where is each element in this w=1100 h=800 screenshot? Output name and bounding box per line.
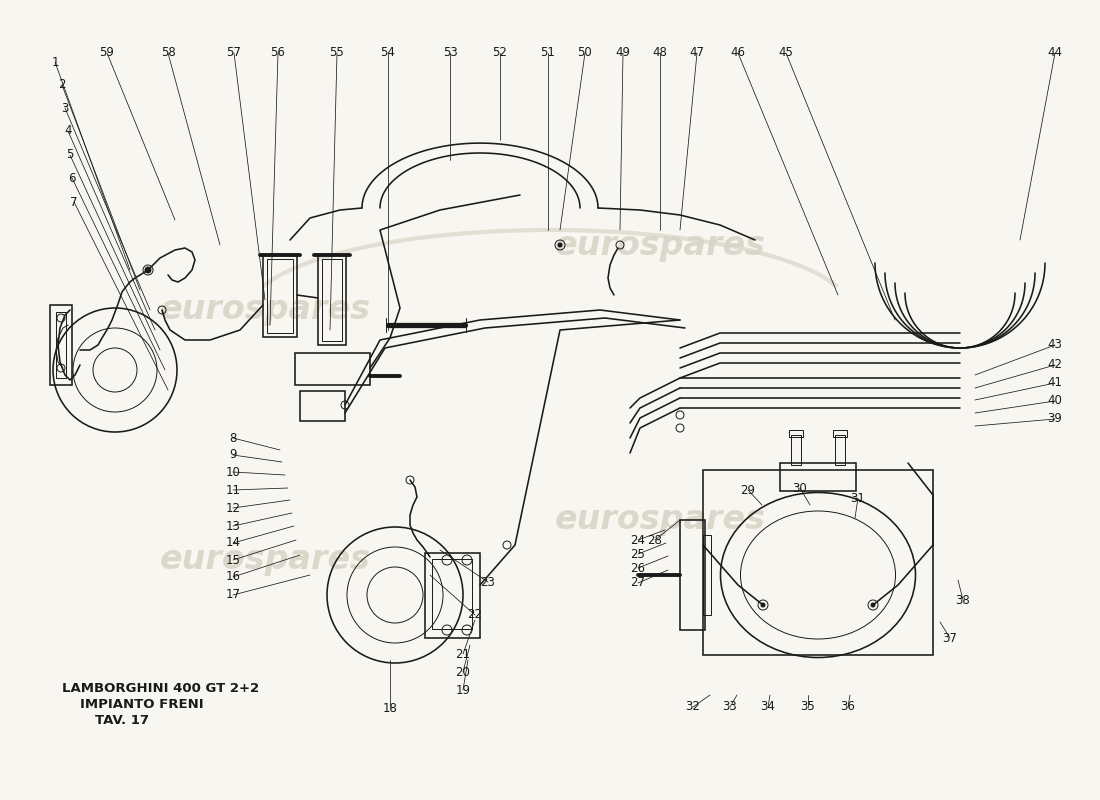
Text: 36: 36 xyxy=(840,701,856,714)
Text: 59: 59 xyxy=(100,46,114,59)
Text: 19: 19 xyxy=(455,683,471,697)
Circle shape xyxy=(761,603,764,607)
Text: 50: 50 xyxy=(578,46,593,59)
Text: 30: 30 xyxy=(793,482,807,494)
Text: 2: 2 xyxy=(58,78,66,91)
Text: 17: 17 xyxy=(226,589,241,602)
Text: IMPIANTO FRENI: IMPIANTO FRENI xyxy=(80,698,204,711)
Text: 13: 13 xyxy=(226,519,241,533)
Bar xyxy=(703,470,933,655)
Text: 46: 46 xyxy=(730,46,746,59)
Text: 6: 6 xyxy=(68,171,76,185)
Text: 39: 39 xyxy=(1047,413,1063,426)
Bar xyxy=(50,305,72,385)
Text: eurospares: eurospares xyxy=(554,229,766,262)
Text: 3: 3 xyxy=(62,102,68,114)
Circle shape xyxy=(871,603,874,607)
Text: 53: 53 xyxy=(442,46,458,59)
Text: 41: 41 xyxy=(1047,377,1063,390)
Text: 44: 44 xyxy=(1047,46,1063,59)
Bar xyxy=(267,259,293,333)
Text: 7: 7 xyxy=(70,195,78,209)
Text: 26: 26 xyxy=(630,562,646,574)
Text: 28: 28 xyxy=(648,534,662,546)
Text: 33: 33 xyxy=(723,701,737,714)
Bar xyxy=(791,435,801,465)
Text: 52: 52 xyxy=(493,46,507,59)
Text: 23: 23 xyxy=(481,575,495,589)
Text: 37: 37 xyxy=(943,631,957,645)
Text: 55: 55 xyxy=(330,46,344,59)
Bar xyxy=(680,520,705,630)
Text: eurospares: eurospares xyxy=(554,503,766,537)
Text: 43: 43 xyxy=(1047,338,1063,351)
Text: 8: 8 xyxy=(229,431,236,445)
Text: 49: 49 xyxy=(616,46,630,59)
Text: 25: 25 xyxy=(630,547,646,561)
Text: 34: 34 xyxy=(760,701,775,714)
Bar xyxy=(703,535,711,615)
Text: 15: 15 xyxy=(226,554,241,566)
Text: 27: 27 xyxy=(630,577,646,590)
Text: 31: 31 xyxy=(850,491,866,505)
Bar xyxy=(789,430,803,437)
Bar xyxy=(780,463,856,491)
Text: 51: 51 xyxy=(540,46,556,59)
Bar xyxy=(56,312,66,378)
Bar xyxy=(263,255,297,337)
Text: 24: 24 xyxy=(630,534,646,546)
Text: 5: 5 xyxy=(66,149,74,162)
Text: 40: 40 xyxy=(1047,394,1063,407)
Text: 12: 12 xyxy=(226,502,241,514)
Text: 16: 16 xyxy=(226,570,241,583)
Text: 54: 54 xyxy=(381,46,395,59)
Text: 22: 22 xyxy=(468,609,483,622)
Text: 57: 57 xyxy=(227,46,241,59)
Text: 35: 35 xyxy=(801,701,815,714)
Text: 14: 14 xyxy=(226,537,241,550)
Text: 20: 20 xyxy=(455,666,471,678)
Text: TAV. 17: TAV. 17 xyxy=(95,714,148,727)
Text: eurospares: eurospares xyxy=(160,543,371,577)
Text: 29: 29 xyxy=(740,483,756,497)
Bar xyxy=(833,430,847,437)
Bar xyxy=(425,553,480,638)
Bar xyxy=(318,255,346,345)
Text: 47: 47 xyxy=(690,46,704,59)
Circle shape xyxy=(558,243,562,247)
Text: 48: 48 xyxy=(652,46,668,59)
Bar xyxy=(322,259,342,341)
Text: 9: 9 xyxy=(229,449,236,462)
Bar xyxy=(432,559,472,629)
Text: 4: 4 xyxy=(64,125,72,138)
Bar xyxy=(295,353,370,385)
Bar xyxy=(300,391,345,421)
Text: LAMBORGHINI 400 GT 2+2: LAMBORGHINI 400 GT 2+2 xyxy=(62,682,260,695)
Text: 45: 45 xyxy=(779,46,793,59)
Text: 21: 21 xyxy=(455,647,471,661)
Bar xyxy=(835,435,845,465)
Text: 42: 42 xyxy=(1047,358,1063,371)
Text: 1: 1 xyxy=(52,55,58,69)
Text: 56: 56 xyxy=(271,46,285,59)
Text: eurospares: eurospares xyxy=(160,294,371,326)
Text: 18: 18 xyxy=(383,702,397,714)
Text: 58: 58 xyxy=(161,46,175,59)
Circle shape xyxy=(145,267,151,273)
Text: 11: 11 xyxy=(226,483,241,497)
Text: 38: 38 xyxy=(956,594,970,606)
Text: 10: 10 xyxy=(226,466,241,478)
Text: 32: 32 xyxy=(685,701,701,714)
